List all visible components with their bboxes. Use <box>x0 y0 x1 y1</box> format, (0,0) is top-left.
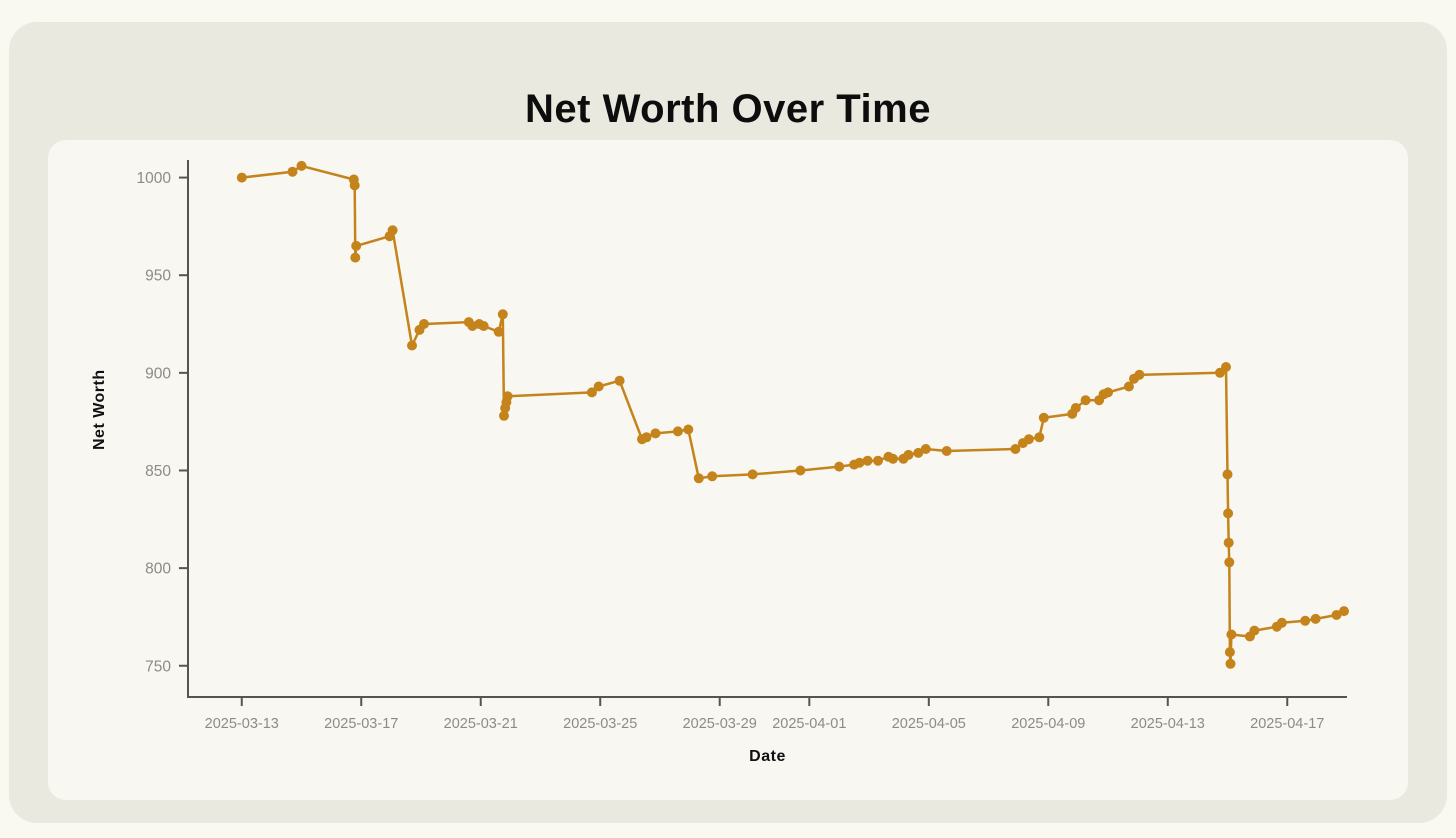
data-point <box>1226 629 1237 640</box>
data-point <box>747 469 758 480</box>
data-point <box>854 457 865 468</box>
data-point <box>351 240 362 251</box>
data-point <box>407 340 417 351</box>
data-point <box>1080 395 1091 406</box>
data-point <box>903 449 914 460</box>
chart-card: 750 800 850 900 950 1000 2025-03-13 2025-03-17 2… <box>48 140 1408 800</box>
y-tick-label: 850 <box>145 463 171 480</box>
data-point <box>1300 615 1311 626</box>
x-tick-label: 2025-03-17 <box>324 716 398 732</box>
data-point <box>1276 617 1287 628</box>
data-point <box>1225 658 1236 669</box>
data-point <box>941 446 952 456</box>
y-tick-label: 900 <box>145 365 171 382</box>
chart-title: Net Worth Over Time <box>525 86 931 131</box>
data-point <box>502 391 513 402</box>
data-point <box>1331 610 1342 620</box>
x-tick-label: 2025-04-05 <box>892 716 966 732</box>
data-point <box>1224 557 1235 568</box>
data-point <box>1222 469 1233 480</box>
x-tick-label: 2025-04-09 <box>1011 716 1085 732</box>
data-point <box>593 381 604 392</box>
data-point <box>1034 432 1045 443</box>
y-axis-title: Net Worth <box>91 369 108 450</box>
data-point <box>1310 613 1321 624</box>
data-point <box>586 387 597 398</box>
x-axis-title: Date <box>749 748 786 765</box>
data-point <box>1010 444 1021 454</box>
x-tick-label: 2025-03-13 <box>205 716 279 732</box>
data-point <box>493 326 504 337</box>
data-point <box>287 166 298 177</box>
data-point <box>1123 381 1134 392</box>
y-tick-label: 750 <box>145 658 171 675</box>
data-point <box>707 471 718 482</box>
data-point <box>387 225 398 236</box>
data-point <box>1023 434 1034 445</box>
data-point <box>862 455 873 466</box>
data-point <box>478 321 489 331</box>
data-point <box>419 319 429 329</box>
data-point <box>1224 647 1235 658</box>
data-point <box>672 426 683 437</box>
data-point <box>693 473 704 484</box>
data-point <box>1070 403 1081 413</box>
x-tick-label: 2025-03-25 <box>563 716 637 732</box>
data-point <box>888 453 898 464</box>
axis-spines <box>187 160 1347 698</box>
data-point <box>497 309 508 320</box>
data-point <box>913 447 924 458</box>
data-point <box>499 410 509 421</box>
data-point <box>236 172 247 183</box>
data-point <box>641 432 652 443</box>
x-tick-label: 2025-03-29 <box>683 716 757 732</box>
data-point <box>920 444 931 454</box>
data-point <box>1221 362 1231 372</box>
y-tick-label: 800 <box>145 561 171 578</box>
net-worth-line-chart: 750 800 850 900 950 1000 2025-03-13 2025-03-17 2… <box>137 160 1349 732</box>
data-point <box>650 428 661 439</box>
x-tick-label: 2025-03-21 <box>444 716 518 732</box>
data-point <box>1103 387 1113 398</box>
data-point <box>1038 412 1049 423</box>
net-worth-line <box>240 164 1346 666</box>
data-point <box>614 375 625 386</box>
data-point <box>795 465 806 476</box>
x-tick-label: 2025-04-01 <box>772 716 846 732</box>
data-point <box>349 180 360 191</box>
x-tick-label: 2025-04-13 <box>1131 716 1205 732</box>
data-point <box>683 424 694 435</box>
x-tick-label: 2025-04-17 <box>1250 716 1324 732</box>
data-point <box>1134 369 1145 380</box>
data-point <box>296 160 307 171</box>
data-point <box>1223 508 1234 519</box>
y-tick-label: 1000 <box>137 170 172 187</box>
y-tick-label: 950 <box>145 268 171 285</box>
data-point <box>350 252 361 263</box>
data-point <box>1249 625 1260 636</box>
data-point <box>1339 606 1349 617</box>
data-point <box>873 455 883 466</box>
data-point <box>834 461 845 472</box>
data-point <box>1223 537 1234 548</box>
